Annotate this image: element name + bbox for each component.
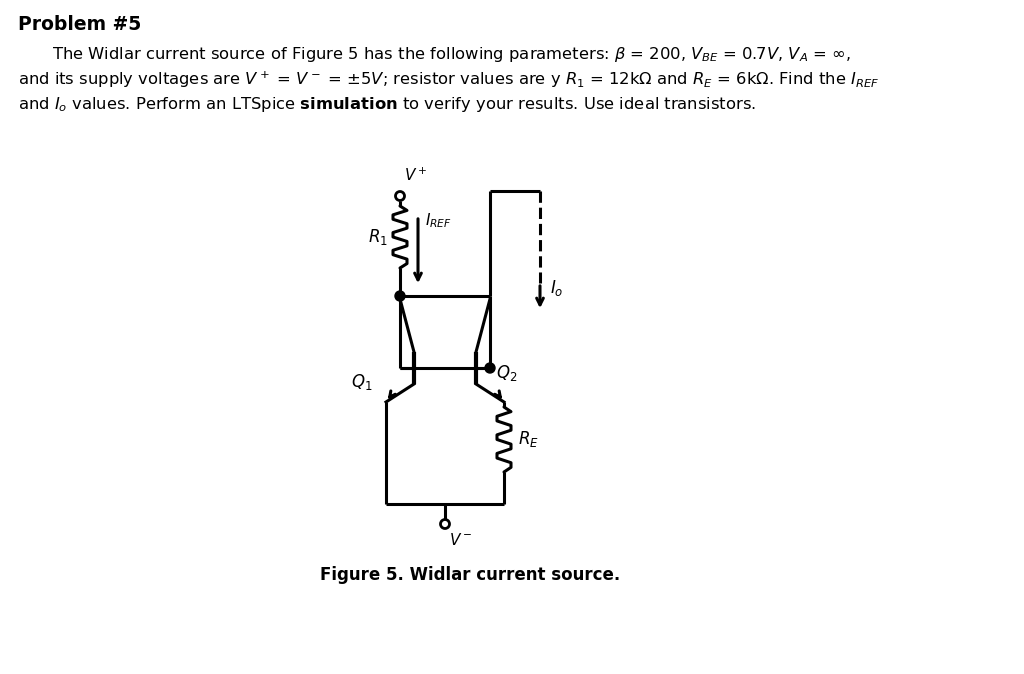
Text: $I_o$: $I_o$ [550, 278, 563, 298]
Text: $V^-$: $V^-$ [449, 532, 472, 548]
Text: $R_E$: $R_E$ [518, 429, 539, 449]
Text: The Widlar current source of Figure 5 has the following parameters: $\beta$ = 20: The Widlar current source of Figure 5 ha… [52, 45, 851, 64]
Circle shape [395, 291, 406, 301]
Text: $I_{REF}$: $I_{REF}$ [425, 211, 452, 230]
Text: $R_1$: $R_1$ [368, 227, 388, 247]
Text: and its supply voltages are $V^+$ = $V^-$ = $\pm$5$V$; resistor values are y $R_: and its supply voltages are $V^+$ = $V^-… [18, 70, 880, 90]
Text: $Q_1$: $Q_1$ [350, 372, 372, 392]
Text: $V^+$: $V^+$ [404, 166, 427, 184]
Text: Problem #5: Problem #5 [18, 15, 141, 34]
Text: $Q_2$: $Q_2$ [496, 363, 517, 383]
Text: and $I_o$ values. Perform an LTSpice $\mathbf{simulation}$ to verify your result: and $I_o$ values. Perform an LTSpice $\m… [18, 95, 756, 114]
Circle shape [485, 363, 495, 373]
Text: Figure 5. Widlar current source.: Figure 5. Widlar current source. [319, 566, 621, 584]
